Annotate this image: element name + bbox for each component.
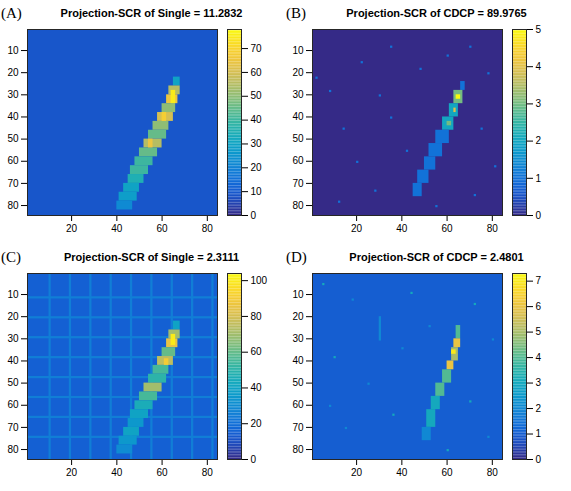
svg-text:40: 40 (292, 111, 304, 122)
svg-text:5: 5 (536, 24, 542, 35)
svg-text:50: 50 (7, 377, 19, 388)
svg-text:60: 60 (157, 467, 169, 478)
svg-text:0: 0 (251, 210, 257, 221)
svg-text:20: 20 (292, 311, 304, 322)
svg-text:80: 80 (7, 200, 19, 211)
svg-text:50: 50 (7, 133, 19, 144)
svg-text:2: 2 (536, 135, 542, 146)
svg-text:70: 70 (7, 422, 19, 433)
svg-text:80: 80 (251, 311, 263, 322)
svg-text:4: 4 (536, 61, 542, 72)
svg-text:3: 3 (536, 98, 542, 109)
svg-text:70: 70 (251, 43, 263, 54)
svg-text:40: 40 (396, 467, 408, 478)
svg-text:60: 60 (251, 346, 263, 357)
svg-text:20: 20 (251, 162, 263, 173)
svg-text:20: 20 (251, 418, 263, 429)
svg-text:20: 20 (351, 223, 363, 234)
html-text:Projection-SCR of Single = 2.3: Projection-SCR of Single = 2.3111 (63, 251, 240, 263)
svg-text:20: 20 (7, 67, 19, 78)
svg-text:100: 100 (251, 275, 268, 286)
svg-text:80: 80 (487, 467, 499, 478)
svg-text:40: 40 (7, 355, 19, 366)
html-text:Projection-SCR of CDCP = 2.480: Projection-SCR of CDCP = 2.4801 (349, 251, 524, 263)
svg-text:1: 1 (536, 428, 542, 439)
svg-text:70: 70 (7, 178, 19, 189)
svg-text:10: 10 (292, 289, 304, 300)
svg-text:20: 20 (292, 67, 304, 78)
html-text:Projection-SCR of CDCP = 89.97: Projection-SCR of CDCP = 89.9765 (346, 7, 527, 19)
svg-text:70: 70 (292, 178, 304, 189)
svg-text:30: 30 (292, 333, 304, 344)
svg-text:7: 7 (536, 275, 542, 286)
svg-text:40: 40 (7, 111, 19, 122)
svg-text:60: 60 (157, 223, 169, 234)
svg-text:10: 10 (251, 186, 263, 197)
svg-text:40: 40 (251, 114, 263, 125)
svg-text:80: 80 (202, 467, 214, 478)
svg-text:10: 10 (292, 45, 304, 56)
svg-text:80: 80 (7, 444, 19, 455)
html-text:(A): (A) (1, 4, 22, 21)
svg-text:20: 20 (7, 311, 19, 322)
svg-text:60: 60 (7, 399, 19, 410)
svg-text:60: 60 (251, 67, 263, 78)
svg-text:50: 50 (292, 377, 304, 388)
svg-text:2: 2 (536, 403, 542, 414)
svg-text:40: 40 (292, 355, 304, 366)
html-text:Projection-SCR of Single = 11.: Projection-SCR of Single = 11.2832 (60, 7, 243, 19)
svg-text:70: 70 (292, 422, 304, 433)
svg-text:80: 80 (292, 444, 304, 455)
svg-text:40: 40 (251, 382, 263, 393)
svg-text:60: 60 (292, 155, 304, 166)
svg-text:20: 20 (351, 467, 363, 478)
svg-text:1: 1 (536, 173, 542, 184)
svg-text:60: 60 (292, 399, 304, 410)
svg-text:30: 30 (7, 89, 19, 100)
svg-text:3: 3 (536, 377, 542, 388)
svg-text:60: 60 (442, 223, 454, 234)
svg-text:4: 4 (536, 352, 542, 363)
svg-text:0: 0 (536, 210, 542, 221)
svg-text:40: 40 (111, 467, 123, 478)
svg-text:50: 50 (292, 133, 304, 144)
svg-text:80: 80 (487, 223, 499, 234)
svg-text:30: 30 (251, 138, 263, 149)
svg-text:6: 6 (536, 301, 542, 312)
svg-text:0: 0 (536, 454, 542, 465)
svg-text:40: 40 (396, 223, 408, 234)
svg-text:80: 80 (202, 223, 214, 234)
svg-text:10: 10 (7, 45, 19, 56)
svg-text:80: 80 (292, 200, 304, 211)
svg-text:30: 30 (292, 89, 304, 100)
svg-text:60: 60 (7, 155, 19, 166)
svg-text:50: 50 (251, 90, 263, 101)
svg-text:30: 30 (7, 333, 19, 344)
svg-text:10: 10 (7, 289, 19, 300)
svg-text:60: 60 (442, 467, 454, 478)
svg-text:0: 0 (251, 454, 257, 465)
html-text:(C): (C) (1, 248, 21, 265)
html-text:(B): (B) (286, 4, 306, 21)
svg-text:5: 5 (536, 326, 542, 337)
svg-text:20: 20 (66, 223, 78, 234)
html-text:(D): (D) (286, 248, 307, 265)
svg-text:20: 20 (66, 467, 78, 478)
svg-text:40: 40 (111, 223, 123, 234)
